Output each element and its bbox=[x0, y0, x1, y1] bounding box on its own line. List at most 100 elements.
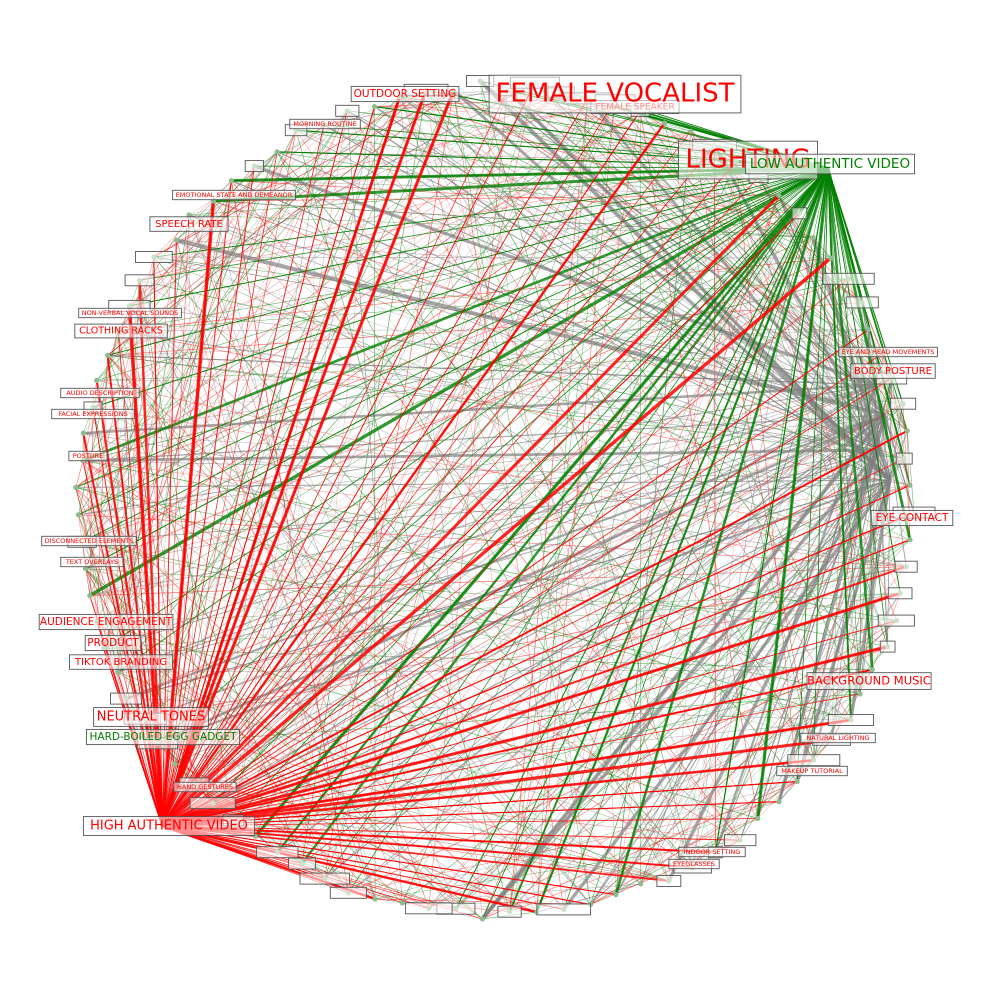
edge-high bbox=[161, 539, 911, 827]
node-label-large-text: LOW AUTHENTIC VIDEO bbox=[750, 156, 910, 172]
node-label-medium: BACKGROUND MUSIC bbox=[806, 672, 932, 690]
node-label-box bbox=[822, 272, 875, 285]
node-label-medium-text: NEUTRAL TONES bbox=[97, 710, 206, 725]
edge bbox=[103, 130, 297, 649]
edge-neutral bbox=[212, 449, 881, 804]
edge-neutral bbox=[690, 130, 891, 481]
edge bbox=[145, 718, 670, 882]
edge bbox=[347, 110, 737, 162]
edge-high bbox=[161, 512, 915, 827]
edge-neutral bbox=[323, 124, 886, 416]
edge bbox=[590, 539, 911, 905]
edge-high bbox=[160, 96, 402, 827]
edge bbox=[117, 180, 232, 673]
edge-low bbox=[107, 167, 829, 356]
node-label-small-text: MORNING ROUTINE bbox=[293, 120, 356, 128]
graph-node bbox=[479, 916, 485, 922]
edge bbox=[482, 781, 798, 920]
edge bbox=[231, 180, 779, 196]
edge bbox=[92, 407, 911, 540]
edge bbox=[103, 280, 140, 649]
edge-high bbox=[161, 161, 737, 827]
node-label-small-text: INDOOR SETTING bbox=[684, 848, 740, 856]
node-label-small: DISCONNECTED ELEMENTS bbox=[41, 535, 137, 547]
edge bbox=[107, 355, 564, 910]
edge-neutral bbox=[879, 378, 892, 451]
edge-neutral bbox=[586, 97, 882, 451]
graph-node bbox=[613, 892, 619, 898]
node-label-medium-text: HARD-BOILED EGG GADGET bbox=[90, 731, 238, 743]
edge bbox=[85, 130, 692, 570]
edge bbox=[129, 305, 564, 910]
edge-neutral bbox=[82, 460, 891, 481]
edge-high bbox=[160, 90, 456, 827]
edge bbox=[75, 487, 510, 912]
node-label-box bbox=[329, 886, 367, 899]
node-label-small-text: NON-VERBAL VOCAL SOUNDS bbox=[82, 309, 179, 317]
edge-neutral bbox=[428, 479, 891, 909]
edge bbox=[758, 177, 861, 694]
edge bbox=[117, 110, 348, 331]
graph-node bbox=[87, 593, 93, 599]
node-label-medium-text: OUTDOOR SETTING bbox=[354, 88, 457, 100]
node-label-medium-text: BODY POSTURE bbox=[854, 366, 932, 377]
edge-neutral bbox=[117, 384, 876, 673]
edge-layer bbox=[75, 79, 915, 921]
edge-low bbox=[826, 167, 874, 670]
edge bbox=[75, 487, 852, 721]
edge-high bbox=[161, 212, 800, 827]
edge bbox=[255, 92, 562, 837]
node-label-medium: TIKTOK BRANDING bbox=[69, 654, 173, 670]
graph-node bbox=[115, 669, 121, 675]
node-label-box bbox=[124, 274, 155, 287]
graph-node bbox=[907, 482, 913, 488]
edge-neutral bbox=[615, 414, 886, 895]
node-label-small-text: TEXT OVERLAYS bbox=[65, 558, 118, 566]
edge-low bbox=[348, 167, 829, 894]
edge-low bbox=[796, 167, 829, 782]
node-label-medium: PRODUCT bbox=[84, 634, 142, 652]
edge bbox=[778, 781, 798, 802]
node-label-small: AUDIO DESCRIPTION bbox=[60, 387, 140, 399]
edge bbox=[213, 100, 616, 202]
node-label-box bbox=[256, 846, 299, 859]
edge-high bbox=[161, 759, 814, 827]
node-label-medium-text: PRODUCT bbox=[87, 637, 139, 649]
node-label-small: NON-VERBAL VOCAL SOUNDS bbox=[78, 307, 182, 319]
edge-low bbox=[536, 167, 829, 913]
edge bbox=[85, 200, 214, 569]
edge-neutral bbox=[507, 89, 876, 386]
edge bbox=[324, 98, 588, 879]
node-label-medium: OUTDOOR SETTING bbox=[350, 85, 460, 103]
node-label-box bbox=[536, 903, 592, 916]
edge-neutral bbox=[117, 414, 886, 673]
edge-high bbox=[160, 256, 832, 828]
graph-node bbox=[776, 192, 782, 198]
edge-neutral bbox=[482, 384, 876, 920]
edge-neutral bbox=[615, 449, 881, 895]
edge-neutral bbox=[481, 448, 882, 920]
node-label-box bbox=[110, 692, 142, 705]
graph-node bbox=[869, 667, 875, 673]
edge-neutral bbox=[757, 479, 891, 819]
node-label-small: EYEGLASSES bbox=[668, 858, 720, 870]
edge-neutral bbox=[374, 106, 891, 481]
edge-high bbox=[161, 565, 907, 827]
edge bbox=[107, 355, 641, 885]
edge-low bbox=[827, 167, 885, 353]
node-label-box bbox=[244, 160, 264, 173]
edge-neutral bbox=[103, 384, 876, 649]
edge-high bbox=[95, 380, 164, 827]
graph-node bbox=[638, 881, 644, 887]
node-label-box bbox=[335, 104, 360, 117]
edge-neutral bbox=[117, 449, 881, 673]
node-label-box bbox=[827, 714, 874, 726]
edge bbox=[193, 278, 849, 784]
edge bbox=[348, 646, 888, 894]
edge-low bbox=[92, 167, 829, 408]
edge-high bbox=[161, 237, 814, 827]
edge-high bbox=[161, 278, 849, 827]
edge bbox=[78, 330, 119, 515]
edge bbox=[85, 161, 737, 569]
